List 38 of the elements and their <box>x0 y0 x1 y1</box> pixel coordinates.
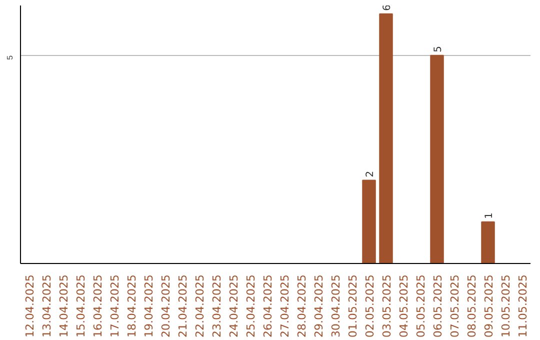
bar <box>430 54 444 264</box>
x-tick-label: 27.04.2025 <box>278 274 292 338</box>
bar <box>379 13 393 264</box>
data-label: 6 <box>382 4 393 11</box>
x-tick-label: 04.05.2025 <box>398 274 410 338</box>
x-tick-label: 26.04.2025 <box>262 274 274 338</box>
x-tick-label: 28.04.2025 <box>296 274 308 338</box>
x-tick-label: 01.05.2025 <box>346 274 360 338</box>
x-tick-label: 19.04.2025 <box>142 274 156 338</box>
x-tick-label: 17.04.2025 <box>108 274 122 338</box>
x-tick-label: 08.05.2025 <box>466 274 478 338</box>
x-tick-label: 16.04.2025 <box>92 274 104 338</box>
x-tick-label: 07.05.2025 <box>448 274 462 338</box>
data-label: 1 <box>484 212 495 219</box>
x-tick-label: 06.05.2025 <box>432 274 444 338</box>
x-tick-label: 30.04.2025 <box>330 274 342 338</box>
x-tick-label: 12.04.2025 <box>24 274 36 338</box>
bar <box>481 221 495 264</box>
x-tick-label: 13.04.2025 <box>40 274 54 338</box>
x-tick-label: 20.04.2025 <box>160 274 172 338</box>
x-tick-label: 23.04.2025 <box>210 274 224 338</box>
x-tick-label: 03.05.2025 <box>380 274 394 338</box>
x-tick-label: 22.04.2025 <box>194 274 206 338</box>
data-label: 5 <box>433 46 444 52</box>
x-tick-label: 29.04.2025 <box>312 274 326 338</box>
x-tick-label: 11.05.2025 <box>516 274 530 338</box>
x-tick-label: 24.04.2025 <box>228 274 240 338</box>
bar <box>362 180 376 264</box>
x-tick-label: 25.04.2025 <box>244 274 258 338</box>
x-tick-label: 02.05.2025 <box>364 274 376 338</box>
x-tick-label: 15.04.2025 <box>74 274 88 338</box>
x-tick-label: 05.05.2025 <box>414 274 428 338</box>
x-tick-label: 21.04.2025 <box>176 274 190 338</box>
x-tick-label: 18.04.2025 <box>126 274 138 338</box>
x-tick-label: 09.05.2025 <box>482 274 496 338</box>
x-tick-label: 10.05.2025 <box>500 274 512 338</box>
data-label: 2 <box>365 170 376 178</box>
x-tick-label: 14.04.2025 <box>58 274 70 338</box>
